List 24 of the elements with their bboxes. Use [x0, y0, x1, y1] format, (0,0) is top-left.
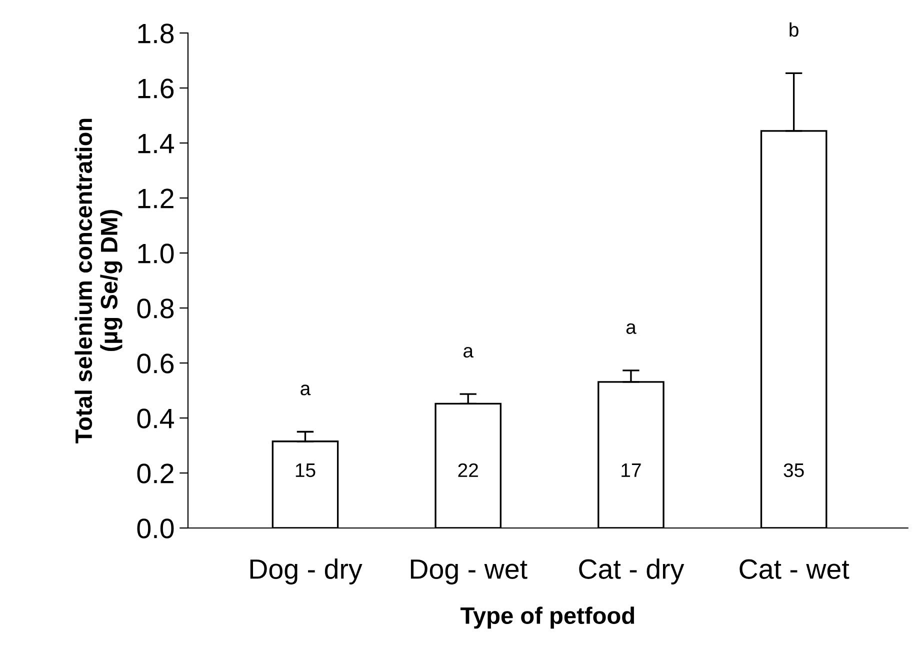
y-tick-label: 1.8	[138, 24, 174, 44]
annotation: 35	[784, 463, 804, 478]
x-tick-label: Cat - wet	[740, 559, 850, 579]
y-tick-label: 0.4	[137, 408, 174, 428]
annotation: a	[626, 323, 636, 334]
y-tick-label: 0.2	[137, 464, 174, 484]
y-tick-label: 0.0	[137, 518, 174, 538]
x-tick-label: Dog - wet	[410, 560, 528, 584]
annotation: b	[790, 22, 798, 37]
x-axis-title: Type of petfood	[460, 606, 634, 629]
x-tick-label: Dog - dry	[250, 558, 362, 584]
y-tick-label: 0.8	[137, 298, 174, 318]
annotation: 17	[622, 464, 641, 477]
y-axis-title: Total selenium concentration (µg Se/g DM)	[74, 118, 122, 444]
x-tick-label: Cat - dry	[579, 558, 684, 584]
annotation: 15	[296, 464, 316, 478]
y-tick-label: 1.6	[138, 78, 174, 98]
y-tick-label: 1.2	[138, 188, 174, 208]
annotation: a	[300, 384, 311, 396]
annotation: 22	[458, 463, 478, 477]
y-tick-label: 0.6	[137, 354, 174, 374]
y-tick-label: 1.4	[138, 134, 174, 154]
y-tick-label: 1.0	[138, 244, 174, 264]
annotation: a	[464, 346, 474, 358]
